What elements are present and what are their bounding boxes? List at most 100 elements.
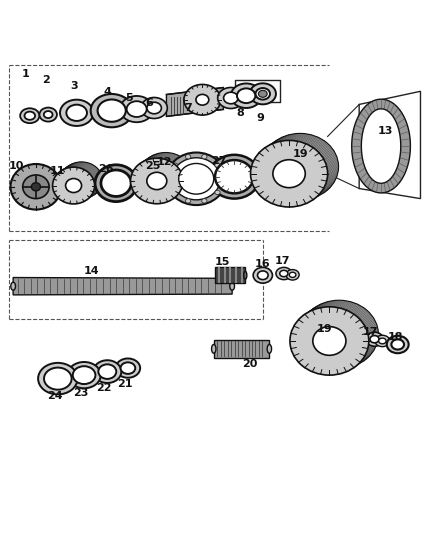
Text: 2: 2 [42, 75, 50, 85]
Ellipse shape [101, 170, 131, 197]
Ellipse shape [66, 104, 87, 121]
Ellipse shape [231, 84, 261, 108]
Ellipse shape [25, 111, 35, 120]
Text: 19: 19 [316, 324, 332, 334]
Polygon shape [11, 180, 70, 187]
Ellipse shape [273, 160, 305, 188]
Text: 8: 8 [236, 108, 244, 118]
Ellipse shape [44, 368, 71, 390]
Ellipse shape [258, 271, 268, 280]
Text: 9: 9 [257, 112, 265, 123]
Ellipse shape [196, 94, 209, 105]
Ellipse shape [147, 172, 167, 190]
Ellipse shape [202, 199, 207, 203]
Text: 25: 25 [145, 161, 160, 171]
Polygon shape [215, 268, 245, 283]
Ellipse shape [39, 108, 57, 122]
Ellipse shape [230, 282, 234, 290]
Ellipse shape [179, 164, 214, 194]
Text: 14: 14 [84, 266, 100, 276]
Text: 27: 27 [211, 156, 227, 166]
Text: 17: 17 [362, 327, 378, 337]
Ellipse shape [60, 100, 93, 126]
Ellipse shape [261, 133, 339, 200]
Ellipse shape [224, 92, 238, 104]
Text: 23: 23 [73, 387, 89, 398]
Ellipse shape [218, 87, 244, 109]
Ellipse shape [98, 100, 126, 122]
Ellipse shape [73, 366, 95, 384]
Text: 18: 18 [387, 333, 403, 343]
Text: 4: 4 [103, 87, 111, 97]
Text: 10: 10 [9, 161, 25, 171]
Ellipse shape [387, 336, 409, 353]
Ellipse shape [127, 101, 147, 117]
Ellipse shape [253, 268, 272, 283]
Ellipse shape [251, 140, 328, 207]
Text: 24: 24 [47, 391, 63, 401]
Ellipse shape [11, 164, 61, 209]
Polygon shape [13, 278, 232, 295]
Ellipse shape [116, 359, 140, 378]
Text: 6: 6 [145, 98, 153, 108]
Ellipse shape [202, 155, 207, 159]
Ellipse shape [215, 190, 220, 195]
Ellipse shape [392, 340, 404, 350]
Ellipse shape [276, 268, 292, 280]
Ellipse shape [99, 365, 116, 379]
Ellipse shape [23, 175, 49, 199]
Ellipse shape [212, 344, 216, 353]
Ellipse shape [286, 270, 299, 280]
Ellipse shape [209, 155, 260, 199]
Ellipse shape [120, 96, 153, 122]
Ellipse shape [60, 162, 102, 199]
Ellipse shape [215, 163, 220, 167]
Text: 16: 16 [255, 259, 271, 269]
Ellipse shape [120, 362, 135, 374]
Ellipse shape [66, 179, 81, 192]
Text: 12: 12 [156, 157, 172, 167]
Text: 21: 21 [117, 379, 133, 389]
Text: 7: 7 [184, 103, 192, 113]
Ellipse shape [95, 165, 137, 201]
Ellipse shape [313, 327, 346, 356]
Ellipse shape [267, 344, 272, 353]
Ellipse shape [300, 300, 378, 368]
Text: 17: 17 [275, 256, 290, 266]
Text: 1: 1 [21, 69, 29, 79]
Ellipse shape [237, 88, 255, 103]
Ellipse shape [91, 94, 133, 127]
Ellipse shape [220, 176, 225, 181]
Ellipse shape [167, 176, 173, 181]
Ellipse shape [172, 190, 177, 195]
Ellipse shape [185, 155, 191, 159]
Ellipse shape [184, 84, 221, 115]
Text: 26: 26 [98, 164, 114, 174]
Ellipse shape [141, 98, 167, 118]
Text: 11: 11 [49, 166, 65, 176]
Polygon shape [214, 340, 269, 358]
Ellipse shape [32, 183, 40, 191]
Ellipse shape [172, 163, 177, 167]
PathPatch shape [352, 99, 410, 193]
Ellipse shape [258, 90, 267, 98]
Ellipse shape [375, 335, 390, 346]
Ellipse shape [139, 152, 192, 198]
Ellipse shape [53, 167, 95, 204]
Ellipse shape [172, 158, 220, 200]
Ellipse shape [11, 282, 15, 290]
Ellipse shape [44, 111, 53, 118]
Ellipse shape [244, 271, 247, 279]
Ellipse shape [67, 362, 101, 388]
Text: 19: 19 [292, 149, 308, 159]
Ellipse shape [250, 83, 276, 104]
Polygon shape [166, 87, 223, 116]
Ellipse shape [185, 199, 191, 203]
Ellipse shape [280, 270, 288, 277]
Text: 13: 13 [378, 126, 393, 136]
Text: 3: 3 [71, 81, 78, 91]
Text: 15: 15 [215, 257, 230, 267]
Text: 20: 20 [242, 359, 258, 369]
Ellipse shape [215, 160, 254, 193]
Ellipse shape [147, 102, 161, 114]
